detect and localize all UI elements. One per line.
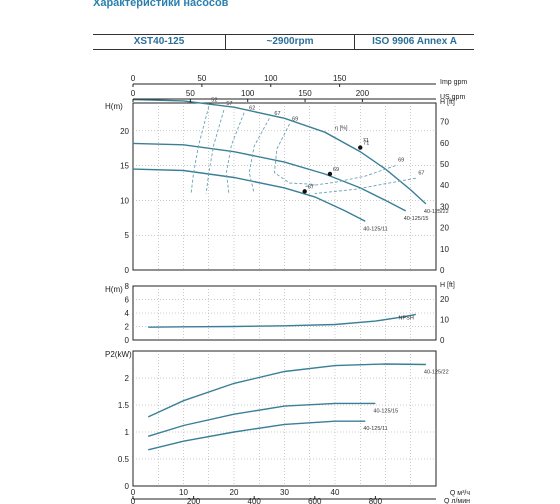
series-label: 40-125/22 [424, 370, 449, 376]
series-label: 40-125/11 [363, 426, 387, 432]
y-right-tick-label: 60 [440, 139, 449, 148]
top-axis-label-us: US gpm [440, 94, 465, 101]
y-tick-label: 4 [125, 309, 130, 318]
efficiency-label: 71 [363, 138, 369, 144]
y-tick-label: 1 [125, 428, 130, 437]
y-axis-label: P2(kW) [105, 350, 132, 359]
series-label: NPSH [399, 315, 414, 321]
efficiency-label: 57 [226, 101, 232, 107]
top-us-tick-label: 100 [241, 89, 255, 98]
top-imp-tick-label: 100 [264, 74, 278, 83]
efficiency-line [205, 109, 225, 194]
y-right-tick-label: 50 [440, 160, 449, 169]
efficiency-label: 62 [249, 105, 255, 111]
efficiency-line [273, 123, 315, 185]
bottom-m3h-tick-label: 20 [230, 488, 239, 497]
bottom-lmin-tick-label: 800 [369, 497, 383, 504]
y-tick-label: 5 [125, 231, 130, 240]
bep-label: 71 [363, 141, 369, 147]
top-us-tick-label: 200 [356, 89, 370, 98]
bottom-axis-label-m3h: Q м³/ч [450, 490, 470, 497]
series-label: 40-125/22 [424, 209, 449, 215]
y-right-tick-label: 0 [440, 266, 445, 275]
efficiency-line [304, 165, 396, 187]
y-right-axis-label: H [ft] [440, 282, 455, 289]
series-line [148, 420, 366, 451]
bottom-lmin-tick-label: 600 [308, 497, 322, 504]
top-us-tick-label: 150 [298, 89, 312, 98]
top-us-tick-label: 0 [131, 89, 136, 98]
efficiency-label: η [%] [335, 125, 348, 131]
y-right-tick-label: 10 [440, 245, 449, 254]
top-imp-tick-label: 150 [333, 74, 347, 83]
y-right-tick-label: 70 [440, 118, 449, 127]
bottom-m3h-tick-label: 10 [179, 488, 188, 497]
series-line [147, 402, 376, 437]
y-axis-label: H(m) [105, 285, 123, 294]
y-tick-label: 0 [125, 266, 130, 275]
bottom-lmin-tick-label: 400 [248, 497, 262, 504]
speed-label: ~2900rpm [266, 36, 314, 47]
y-tick-label: 2 [125, 323, 130, 332]
y-tick-label: 8 [125, 282, 130, 291]
y-tick-label: 20 [120, 127, 129, 136]
bottom-axis-label-lmin: Q л/мин [444, 498, 470, 504]
y-tick-label: 2 [125, 374, 130, 383]
y-right-tick-label: 0 [440, 336, 445, 345]
top-us-tick-label: 50 [186, 89, 195, 98]
series-line [132, 168, 366, 222]
top-axis-label-imp: Imp gpm [440, 79, 467, 86]
series-label: 40-125/15 [404, 216, 429, 222]
y-tick-label: 10 [120, 196, 129, 205]
y-right-tick-label: 30 [440, 202, 449, 211]
y-tick-label: 6 [125, 296, 130, 305]
series-line [132, 142, 407, 212]
efficiency-line [314, 177, 416, 194]
efficiency-line [190, 106, 210, 194]
series-label: 40-125/15 [373, 408, 398, 414]
y-tick-label: 15 [120, 162, 129, 171]
page-title: Характеристики насосов [93, 0, 229, 9]
bep-label: 67 [308, 184, 314, 190]
efficiency-line [225, 112, 245, 194]
series-line [147, 363, 426, 418]
y-right-tick-label: 40 [440, 181, 449, 190]
efficiency-line [248, 118, 270, 194]
y-tick-label: 0 [125, 336, 130, 345]
y-right-axis-label: H [ft] [440, 99, 455, 106]
bottom-m3h-tick-label: 30 [280, 488, 289, 497]
bep-point [327, 171, 333, 177]
y-tick-label: 0 [125, 482, 130, 491]
top-imp-tick-label: 50 [197, 74, 206, 83]
standard-label: ISO 9906 Annex A [372, 36, 457, 47]
bottom-m3h-tick-label: 40 [331, 488, 340, 497]
y-right-tick-label: 20 [440, 224, 449, 233]
series-line [132, 98, 427, 205]
spec-bar: XST40-125 ~2900rpm ISO 9906 Annex A [93, 34, 474, 50]
y-right-tick-label: 10 [440, 315, 449, 324]
y-axis-label: H(m) [105, 102, 123, 111]
bottom-lmin-tick-label: 0 [131, 497, 136, 504]
bep-label: 69 [333, 167, 339, 173]
y-right-tick-label: 20 [440, 295, 449, 304]
bep-point [358, 145, 363, 150]
bottom-lmin-tick-label: 200 [187, 497, 201, 504]
y-tick-label: 1.5 [118, 401, 130, 410]
series-label: 40-125/11 [363, 226, 387, 232]
series-line [148, 313, 416, 328]
model-label: XST40-125 [133, 36, 185, 47]
efficiency-label: 69 [292, 116, 298, 122]
y-tick-label: 0.5 [118, 455, 130, 464]
efficiency-label: 67 [274, 111, 280, 117]
efficiency-label: 67 [418, 171, 424, 177]
bottom-m3h-tick-label: 0 [131, 488, 136, 497]
top-imp-tick-label: 0 [131, 74, 136, 83]
efficiency-label: 69 [398, 157, 404, 163]
efficiency-label: 52 [211, 98, 217, 104]
bep-point [302, 189, 307, 194]
